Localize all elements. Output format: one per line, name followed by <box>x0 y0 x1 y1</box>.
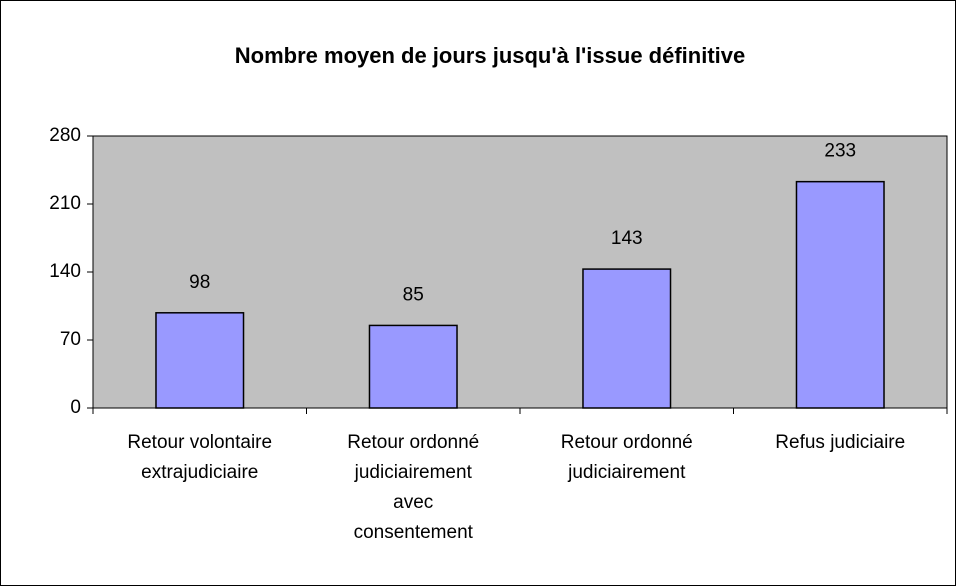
data-label: 98 <box>189 272 210 293</box>
data-label: 143 <box>611 228 643 249</box>
data-label: 85 <box>403 284 424 305</box>
x-tick-label: Retour ordonné judiciairement avec consente… <box>347 432 479 543</box>
y-tick-label: 280 <box>49 125 81 146</box>
bar <box>155 312 245 409</box>
chart-title: Nombre moyen de jours jusqu'à l'issue dé… <box>235 43 745 68</box>
bar <box>795 180 885 409</box>
bar <box>582 268 672 409</box>
x-tick-label: Refus judiciaire <box>775 432 905 453</box>
bar <box>368 324 458 409</box>
data-label: 233 <box>824 141 856 162</box>
x-tick-label: Retour volontaire extrajudiciaire <box>127 432 272 483</box>
y-tick-label: 140 <box>49 261 81 282</box>
y-tick-label: 0 <box>70 397 81 418</box>
y-tick-label: 70 <box>60 329 81 350</box>
x-tick-label: Retour ordonné judiciairement <box>561 432 693 483</box>
y-tick-label: 210 <box>49 193 81 214</box>
